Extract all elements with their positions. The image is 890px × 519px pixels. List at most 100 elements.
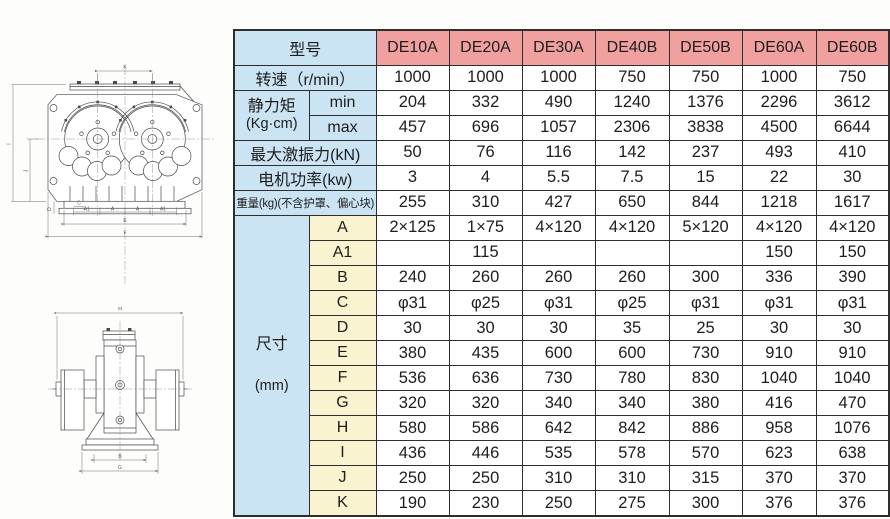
- table-row: 重量(kg)(不含护罩、偏心块) 255 310 427 650 844 1218 1617: [233, 189, 890, 216]
- value-cell: 260: [594, 264, 670, 291]
- value-cell: [594, 239, 670, 266]
- value-cell: 435: [448, 340, 523, 367]
- value-cell: 750: [668, 64, 743, 91]
- value-cell: 310: [594, 465, 670, 492]
- value-cell: 380: [375, 340, 450, 367]
- dim-label-f: F: [123, 231, 126, 237]
- value-cell: 240: [375, 264, 450, 291]
- value-cell: 410: [815, 139, 890, 166]
- dim-label-k: K: [123, 65, 127, 71]
- sub-label-cell: C: [308, 289, 377, 317]
- value-cell: 4: [448, 164, 523, 191]
- value-cell: φ31: [375, 289, 450, 317]
- sub-label-cell: D: [308, 315, 377, 342]
- value-cell: 600: [521, 340, 596, 367]
- table-row: K 190 230 250 275 300 376 376: [234, 490, 890, 517]
- table-row: 电机功率(kw) 3 4 5.5 7.5 15 22 30: [233, 164, 890, 191]
- value-cell: 636: [448, 365, 523, 392]
- base-ribs: [69, 186, 175, 202]
- table-row: H 580 586 642 842 886 958 1076: [234, 415, 890, 442]
- table-row: 静力矩 (Kg·cm) min 204 332 490 1240 1376 2296 3612: [233, 89, 890, 141]
- dimensions: K I J D C A1 A A A1 E F: [7, 65, 203, 239]
- value-cell: 255: [375, 189, 450, 216]
- value-cell: 536: [375, 365, 450, 392]
- value-cell: 416: [741, 390, 817, 417]
- value-cell: 190: [375, 490, 450, 517]
- right-weight: [155, 369, 180, 431]
- dim-label-j: J: [24, 169, 30, 172]
- value-cell: 638: [815, 440, 890, 467]
- group-label-cell: 静力矩 (Kg·cm): [233, 89, 310, 141]
- value-cell: 730: [668, 340, 743, 367]
- value-cell: 1376: [668, 89, 743, 116]
- value-cell: φ25: [448, 289, 523, 317]
- value-cell: 142: [594, 139, 670, 166]
- dim-label-g: G: [118, 465, 122, 471]
- side-view-svg: H B G: [48, 307, 192, 474]
- value-cell: 600: [594, 340, 670, 367]
- value-cell: 650: [594, 189, 670, 216]
- value-cell: 830: [668, 365, 743, 392]
- value-cell: 380: [668, 390, 743, 417]
- value-cell: 336: [741, 264, 817, 291]
- model-header-cell: DE10A: [375, 29, 450, 66]
- header-row: 型号 DE10A DE20A DE30A DE40B DE50B DE60A DE60B: [233, 29, 890, 66]
- sub-label-cell: A: [308, 214, 377, 241]
- value-cell: 642: [521, 415, 596, 442]
- value-cell: 1000: [521, 64, 596, 91]
- bar-bolts: [77, 81, 173, 85]
- value-cell: 370: [815, 465, 890, 492]
- table-row: max 457 696 1057 2306 3838 4500 6644: [234, 114, 890, 141]
- value-cell: 4×120: [521, 214, 596, 241]
- sub-label-cell: H: [308, 415, 377, 442]
- sub-label-cell: G: [308, 390, 377, 417]
- value-cell: 842: [594, 415, 670, 442]
- value-cell: 457: [375, 114, 450, 141]
- value-cell: 470: [815, 390, 890, 417]
- value-cell: 446: [448, 440, 523, 467]
- dimensions: H B G: [54, 307, 184, 474]
- dim-label-b: B: [118, 454, 122, 460]
- group-label-line1: 尺寸: [255, 335, 288, 353]
- value-cell: 780: [594, 365, 670, 392]
- value-cell: 535: [521, 440, 596, 467]
- dim-label-a-left: A: [111, 207, 115, 213]
- centerlines: [48, 321, 192, 460]
- top-cap: [102, 330, 136, 341]
- value-cell: 275: [594, 490, 670, 517]
- value-cell: 237: [668, 139, 743, 166]
- value-cell: 6644: [815, 114, 890, 141]
- group-label-line2: (mm): [254, 378, 289, 395]
- value-cell: 22: [741, 164, 817, 191]
- value-cell: 115: [448, 239, 523, 266]
- table-row: E 380 435 600 600 730 910 910: [234, 340, 890, 367]
- value-cell: φ31: [741, 289, 817, 317]
- row-label-cell: 最大激振力(kN): [233, 139, 377, 166]
- dim-label-e: E: [123, 218, 127, 224]
- value-cell: 150: [741, 239, 817, 266]
- model-header-cell: DE60A: [741, 29, 817, 66]
- table-row: G 320 320 340 340 380 416 470: [234, 390, 890, 417]
- value-cell: 30: [741, 315, 817, 342]
- value-cell: 150: [815, 239, 890, 266]
- model-header-cell: DE60B: [815, 29, 890, 66]
- value-cell: 340: [521, 390, 596, 417]
- dim-label-a1-right: A1: [160, 207, 166, 213]
- value-cell: [668, 239, 743, 266]
- value-cell: 490: [521, 89, 596, 116]
- front-view-svg: K I J D C A1 A A A1 E F: [7, 65, 214, 284]
- value-cell: 1240: [594, 89, 670, 116]
- value-cell: 7.5: [594, 164, 670, 191]
- sub-label-cell: B: [308, 264, 377, 291]
- value-cell: 30: [815, 315, 890, 342]
- sub-label-cell: min: [308, 89, 377, 116]
- value-cell: 1040: [815, 365, 890, 392]
- value-cell: 1057: [521, 114, 596, 141]
- value-cell: 4×120: [594, 214, 670, 241]
- value-cell: 580: [375, 415, 450, 442]
- base-bar: [63, 200, 186, 209]
- value-cell: 320: [448, 390, 523, 417]
- table-row: 转速（r/min） 1000 1000 1000 750 750 1000 750: [233, 64, 890, 91]
- value-cell: 3: [375, 164, 450, 191]
